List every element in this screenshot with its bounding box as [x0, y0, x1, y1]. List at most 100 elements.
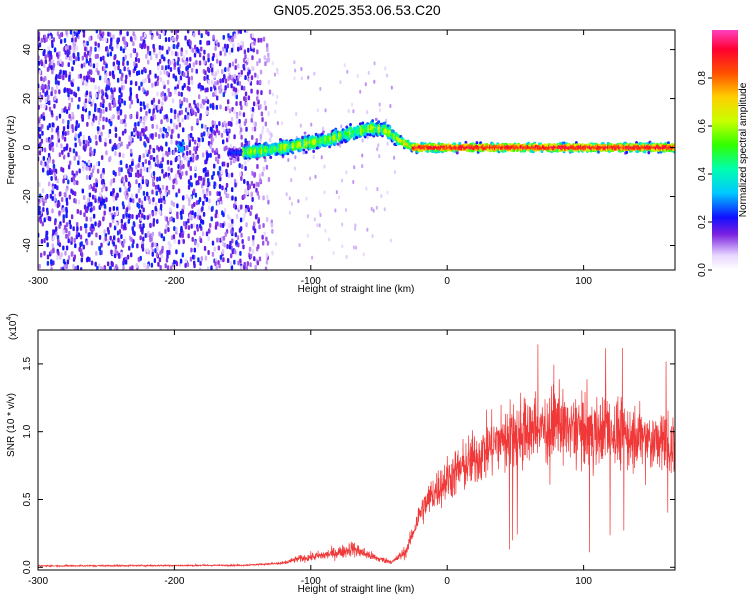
heatmap-cell — [229, 160, 233, 166]
heatmap-cell — [237, 156, 240, 162]
heatmap-cell — [130, 99, 133, 105]
heatmap-cell — [119, 119, 123, 125]
heatmap-cell — [353, 165, 356, 170]
heatmap-cell — [68, 194, 72, 200]
heatmap-cell — [53, 103, 56, 109]
heatmap-cell — [204, 87, 207, 93]
heatmap-cell — [122, 36, 125, 42]
heatmap-cell — [100, 131, 103, 137]
heatmap-cell — [92, 205, 96, 211]
heatmap-cell — [123, 191, 127, 197]
heatmap-cell — [247, 47, 250, 53]
heatmap-cell — [165, 133, 168, 139]
heatmap-cell — [250, 75, 254, 81]
heatmap-cell — [69, 30, 73, 35]
heatmap-cell — [226, 258, 230, 264]
heatmap-cell — [237, 73, 241, 79]
heatmap-cell — [63, 264, 66, 270]
heatmap-cell — [224, 189, 227, 195]
heatmap-cell — [345, 128, 349, 132]
heatmap-cell — [130, 252, 133, 258]
heatmap-cell — [51, 196, 54, 202]
heatmap-cell — [239, 100, 242, 106]
heatmap-cell — [108, 71, 112, 77]
heatmap-cell — [91, 223, 94, 229]
heatmap-cell — [376, 147, 379, 152]
heatmap-cell — [38, 118, 41, 124]
heatmap-cell — [137, 188, 141, 194]
heatmap-cell — [268, 89, 272, 95]
heatmap-cell — [97, 42, 100, 48]
heatmap-cell — [262, 36, 266, 42]
heatmap-cell — [214, 261, 217, 267]
heatmap-cell — [62, 207, 65, 213]
heatmap-cell — [194, 211, 197, 217]
heatmap-cell — [175, 249, 178, 255]
heatmap-cell — [197, 208, 200, 214]
heatmap-cell — [243, 193, 246, 199]
heatmap-cell — [130, 131, 134, 137]
heatmap-cell — [45, 137, 49, 143]
heatmap-cell — [152, 43, 155, 49]
heatmap-cell — [62, 245, 65, 251]
heatmap-cell — [211, 251, 215, 257]
heatmap-cell — [79, 210, 82, 216]
heatmap-cell — [42, 155, 46, 161]
heatmap-cell — [154, 210, 157, 216]
heatmap-cell — [354, 226, 357, 231]
heatmap-cell — [119, 46, 123, 52]
heatmap-cell — [255, 138, 258, 144]
heatmap-cell — [267, 199, 270, 205]
heatmap-cell — [240, 164, 244, 170]
heatmap-cell — [83, 204, 87, 210]
heatmap-cell — [68, 102, 71, 108]
heatmap-cell — [199, 238, 203, 244]
heatmap-cell — [132, 31, 135, 37]
heatmap-cell — [50, 175, 53, 181]
heatmap-cell — [152, 197, 155, 203]
heatmap-cell — [276, 121, 279, 126]
heatmap-cell — [38, 42, 42, 48]
heatmap-cell — [65, 206, 68, 212]
heatmap-cell — [199, 115, 202, 121]
heatmap-cell — [174, 109, 177, 115]
heatmap-cell — [135, 193, 138, 199]
heatmap-cell — [43, 104, 46, 110]
heatmap-cell — [393, 170, 396, 175]
heatmap-cell — [58, 152, 62, 158]
heatmap-cell — [111, 93, 114, 99]
heatmap-cell — [211, 240, 215, 246]
heatmap-cell — [213, 163, 216, 169]
heatmap-cell — [258, 256, 262, 262]
heatmap-cell — [207, 177, 210, 183]
heatmap-cell — [105, 197, 108, 203]
heatmap-cell — [43, 238, 46, 244]
heatmap-cell — [183, 97, 186, 103]
heatmap-cell — [172, 234, 176, 240]
heatmap-cell — [105, 186, 108, 192]
heatmap-cell — [89, 62, 92, 68]
heatmap-cell — [158, 133, 161, 139]
heatmap-cell — [221, 223, 225, 229]
heatmap-cell — [56, 178, 59, 184]
heatmap-cell — [166, 249, 169, 255]
heatmap-cell — [65, 145, 68, 151]
heatmap-cell — [71, 127, 75, 133]
heatmap-cell — [308, 135, 312, 140]
heatmap-cell — [65, 30, 68, 36]
heatmap-cell — [44, 161, 47, 167]
heatmap-cell — [85, 81, 88, 87]
heatmap-cell — [59, 74, 62, 80]
heatmap-cell — [374, 117, 378, 122]
heatmap-cell — [244, 166, 247, 172]
heatmap-cell — [160, 92, 163, 98]
heatmap-cell — [65, 213, 68, 219]
heatmap-cell — [137, 256, 141, 262]
heatmap-cell — [235, 101, 238, 107]
heatmap-cell — [70, 236, 74, 242]
heatmap-cell — [176, 60, 180, 66]
heatmap-cell — [105, 117, 108, 123]
heatmap-cell — [114, 244, 118, 250]
heatmap-cell — [211, 136, 214, 142]
heatmap-cell — [191, 136, 194, 142]
